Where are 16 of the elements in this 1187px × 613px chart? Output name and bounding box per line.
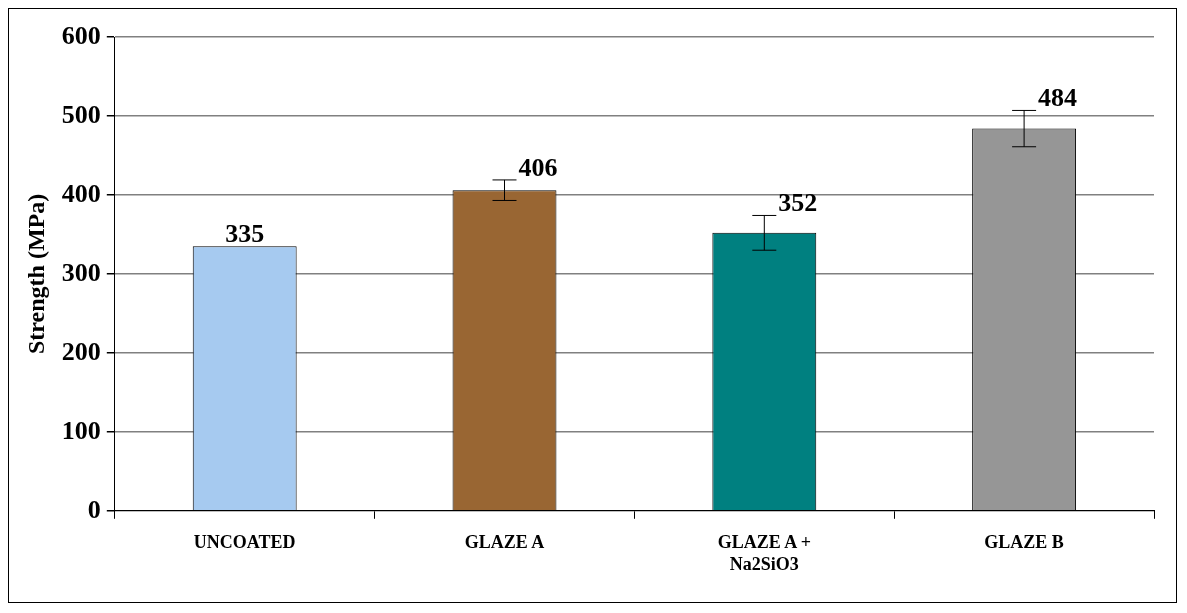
- y-tick-label: 500: [61, 99, 101, 129]
- data-label: 406: [518, 152, 558, 182]
- data-label: 335: [225, 218, 265, 248]
- x-tick-label: GLAZE A + Na2SiO3: [717, 532, 811, 574]
- x-tick-label: UNCOATED: [193, 532, 296, 553]
- y-tick-label: 300: [61, 257, 101, 287]
- x-tick-label: GLAZE B: [984, 532, 1064, 553]
- y-tick-label: 200: [61, 336, 101, 366]
- x-tick-label: GLAZE A: [464, 532, 545, 553]
- y-axis-title: Strength (MPa): [22, 193, 49, 354]
- y-tick-label: 400: [61, 178, 101, 208]
- y-tick-label: 100: [61, 415, 101, 445]
- y-tick-label: 0: [87, 494, 101, 524]
- data-label: 484: [1038, 83, 1078, 113]
- y-tick-label: 600: [61, 20, 101, 50]
- data-label: 352: [778, 188, 818, 218]
